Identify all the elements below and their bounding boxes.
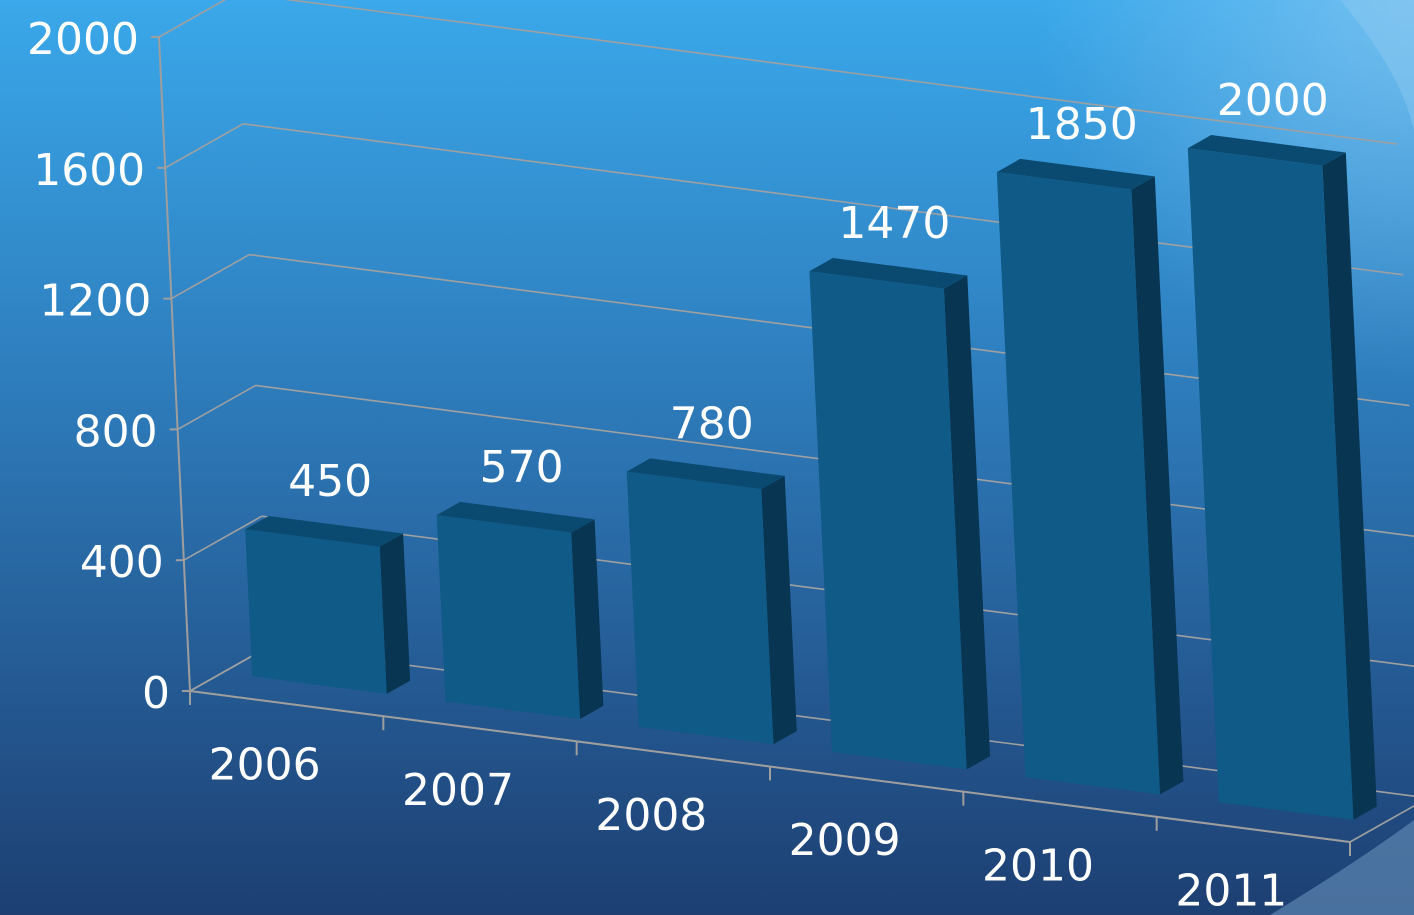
data-labels: 450 570 780 1470 1850 2000 [288,75,1329,507]
gridline-side-4 [164,123,244,169]
bar-2007 [436,501,604,719]
y-tick-label-4: 1600 [33,145,145,196]
data-label-2009: 1470 [838,198,950,249]
data-label-2011: 2000 [1217,75,1329,126]
x-tick-label-2009: 2009 [789,815,901,866]
bar-side-2008 [761,475,797,745]
bar-front-2006 [245,529,387,694]
bar-top-2010 [996,158,1155,190]
y-axis-line [158,36,191,692]
bar-top-2006 [245,516,404,547]
gridline-side-3 [171,253,250,300]
bar-side-2011 [1322,152,1377,820]
x-axis-tick-labels: 2006 2007 2008 2009 2010 2011 [209,740,1288,915]
y-tick-label-5: 2000 [27,14,139,65]
bar-2010 [996,158,1184,795]
bar-2009 [809,258,991,770]
gridline-side-1 [183,515,263,561]
gridline-side-2 [177,384,256,431]
x-tick-label-2007: 2007 [402,765,514,816]
y-tick-label-3: 1200 [39,276,151,327]
bar-front-2007 [436,515,580,719]
background-swoosh-bottom [1270,820,1414,915]
bar-2011 [1187,135,1377,820]
bars [245,135,1377,820]
data-label-2006: 450 [288,456,372,507]
bar-side-2009 [943,275,991,770]
bar-top-2007 [436,501,595,533]
x-tick-label-2008: 2008 [595,790,707,841]
gridline-side-5 [158,0,227,38]
y-axis-tick-labels: 0 400 800 1200 1600 2000 [27,14,170,719]
data-label-2007: 570 [480,442,564,493]
y-tick-label-0: 0 [142,668,170,719]
bar-front-2008 [626,471,774,745]
x-tick-label-2011: 2011 [1175,865,1287,915]
bar-top-2009 [809,258,968,289]
gridline-back-5 [284,0,1398,145]
bar-side-2006 [379,533,411,694]
data-label-2008: 780 [670,398,754,449]
bar-front-2009 [809,271,967,770]
y-tick-label-2: 800 [74,406,158,457]
bar-side-2007 [571,519,604,719]
x-tick-label-2006: 2006 [209,740,321,791]
bar-2008 [626,458,797,745]
y-tick-label-1: 400 [80,537,164,588]
bar-top-2008 [626,458,785,490]
bar-front-2011 [1187,148,1354,820]
data-label-2010: 1850 [1026,99,1138,150]
bar-2006 [245,516,411,694]
bar-front-2010 [996,172,1160,795]
axes [151,36,1414,856]
bar-top-2011 [1187,135,1346,166]
x-tick-label-2010: 2010 [982,840,1094,891]
bar-side-2010 [1131,176,1184,795]
